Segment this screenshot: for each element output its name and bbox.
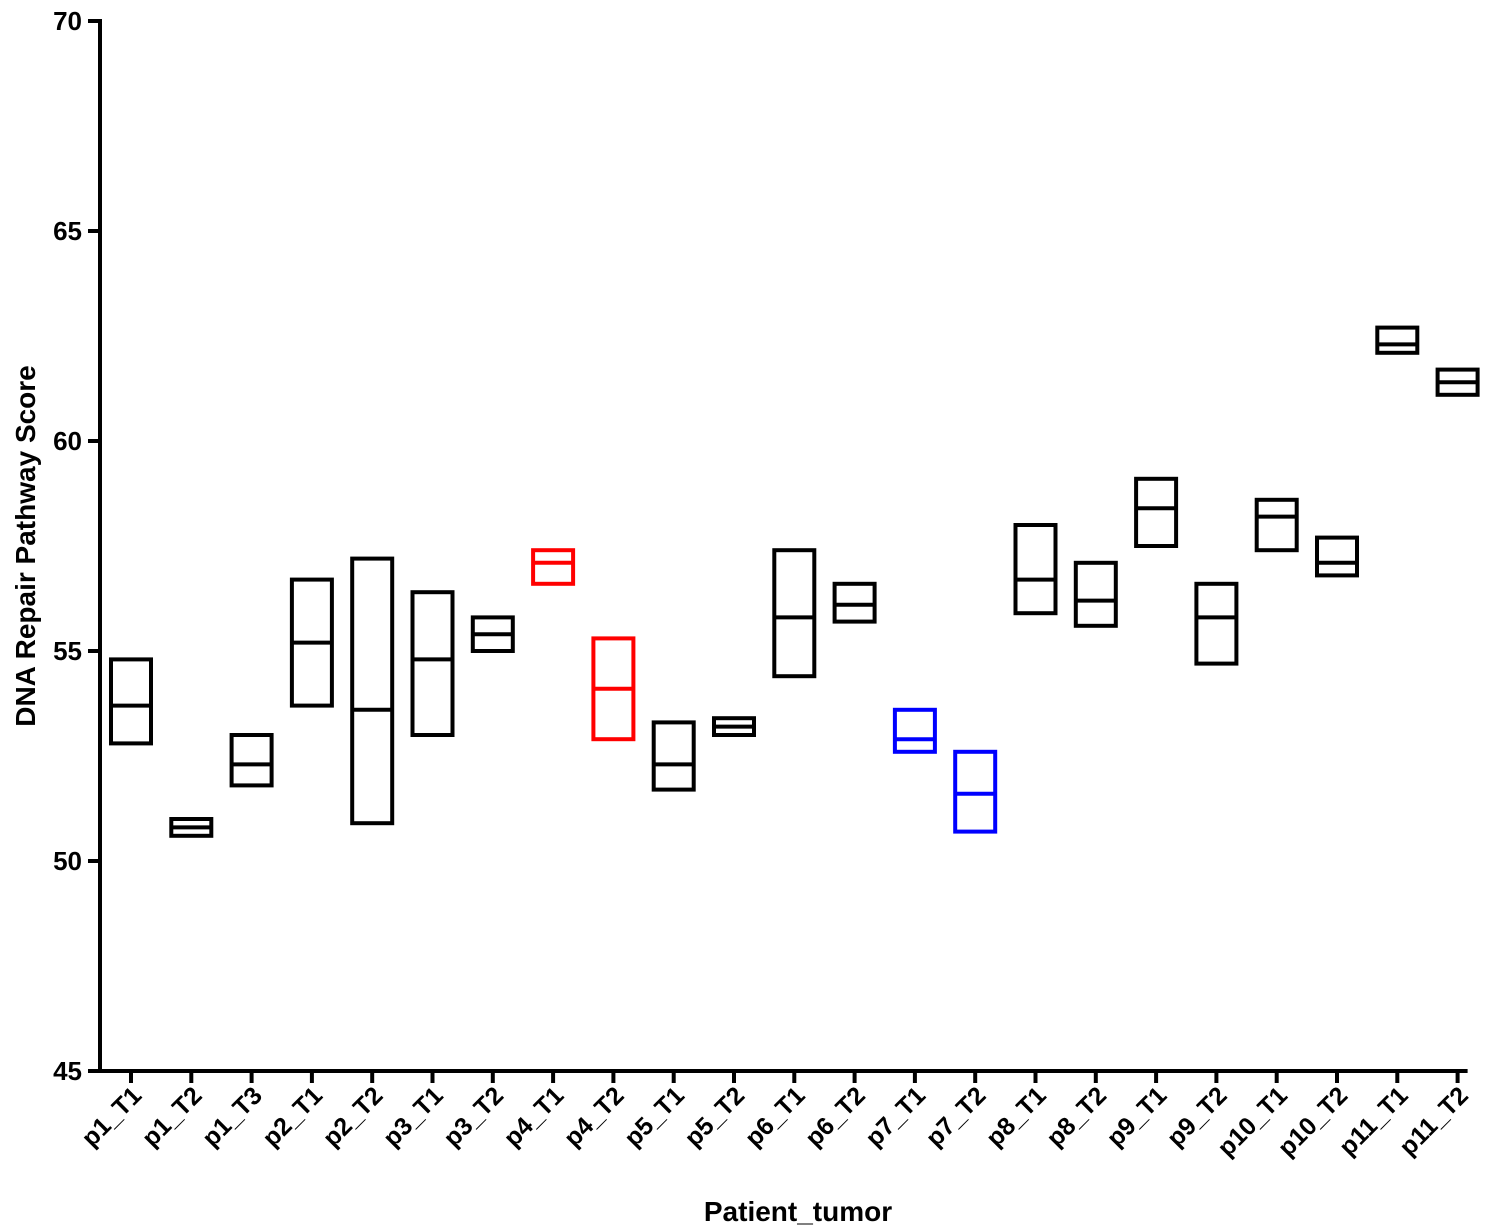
box-range <box>350 556 395 826</box>
box-range <box>1315 535 1359 578</box>
x-axis: p1_T1p1_T2p1_T3p2_T1p2_T2p3_T1p3_T2p4_T1… <box>76 1069 1474 1162</box>
x-tick-label: p2_T1 <box>257 1081 328 1152</box>
y-tick-label: 70 <box>53 6 82 36</box>
box-range <box>109 657 153 746</box>
x-tick-label: p2_T2 <box>318 1081 389 1152</box>
box-p5_T2 <box>712 716 756 738</box>
x-tick-label: p11_T2 <box>1394 1081 1474 1161</box>
x-tick-label: p4_T1 <box>498 1081 569 1152</box>
y-axis-title: DNA Repair Pathway Score <box>10 365 41 727</box>
box-p3_T2 <box>470 615 515 654</box>
box-p8_T2 <box>1073 560 1118 628</box>
y-tick-label: 55 <box>53 636 82 666</box>
x-tick-label: p7_T2 <box>921 1081 992 1152</box>
x-tick-label: p8_T1 <box>981 1081 1052 1152</box>
box-p1_T2 <box>169 817 214 838</box>
box-p10_T1 <box>1254 497 1299 553</box>
box-p8_T1 <box>1013 523 1058 616</box>
x-tick-label: p4_T2 <box>559 1081 630 1152</box>
box-p7_T2 <box>953 749 998 834</box>
box-range <box>1134 476 1179 548</box>
x-tick-label: p9_T1 <box>1101 1081 1172 1152</box>
box-p1_T3 <box>229 733 274 788</box>
box-range <box>410 590 455 738</box>
y-tick-label: 60 <box>53 426 82 456</box>
box-p3_T1 <box>410 590 455 738</box>
box-range <box>892 707 937 754</box>
box-p9_T1 <box>1134 476 1179 548</box>
box-p10_T2 <box>1315 535 1359 578</box>
y-axis: 45 50 55 60 65 70 <box>53 6 102 1086</box>
box-range <box>832 581 877 624</box>
x-tick-label: p3_T1 <box>378 1081 449 1152</box>
x-axis-title: Patient_tumor <box>704 1196 892 1227</box>
box-range <box>1254 497 1299 553</box>
x-tick-label: p5_T1 <box>619 1081 690 1152</box>
x-tick-label: p1_T2 <box>137 1081 208 1152</box>
box-p4_T1 <box>531 548 576 586</box>
x-tick-label: p6_T1 <box>740 1081 811 1152</box>
box-p6_T2 <box>832 581 877 624</box>
x-tick-label: p7_T1 <box>860 1081 931 1152</box>
box-range <box>1073 560 1118 628</box>
box-p9_T2 <box>1194 581 1239 666</box>
box-range <box>1013 523 1058 616</box>
box-p5_T1 <box>651 720 696 792</box>
box-p1_T1 <box>109 657 153 746</box>
x-tick-label: p8_T2 <box>1041 1081 1112 1152</box>
box-range <box>229 733 274 788</box>
box-p11_T1 <box>1375 325 1420 355</box>
x-tick-label: p1_T3 <box>197 1081 268 1152</box>
x-tick-label: p1_T1 <box>76 1081 147 1152</box>
x-tick-label: p3_T2 <box>438 1081 509 1152</box>
box-p2_T2 <box>350 556 395 826</box>
y-tick-label: 45 <box>53 1056 82 1086</box>
y-tick-label: 65 <box>53 216 82 246</box>
box-range <box>1375 325 1420 355</box>
box-p4_T2 <box>591 636 636 742</box>
x-tick-label: p6_T2 <box>800 1081 871 1152</box>
x-tick-label: p5_T2 <box>679 1081 750 1152</box>
box-range <box>772 548 817 679</box>
box-p2_T1 <box>289 577 334 708</box>
box-range <box>1194 581 1239 666</box>
boxes-layer <box>109 325 1480 838</box>
box-range <box>953 749 998 834</box>
box-p11_T2 <box>1435 367 1480 397</box>
box-range <box>531 548 576 586</box>
y-tick-label: 50 <box>53 846 82 876</box>
box-p6_T1 <box>772 548 817 679</box>
box-range <box>651 720 696 792</box>
box-p7_T1 <box>892 707 937 754</box>
